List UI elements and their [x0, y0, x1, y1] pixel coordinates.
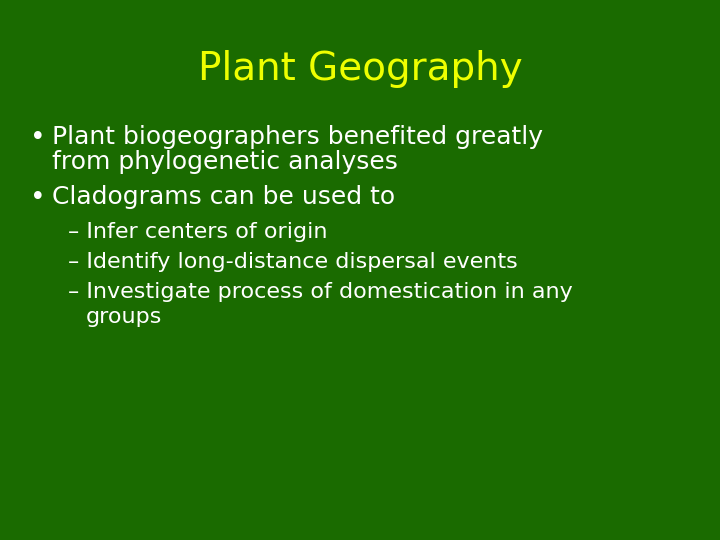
Text: from phylogenetic analyses: from phylogenetic analyses: [52, 150, 398, 174]
Text: Plant Geography: Plant Geography: [198, 50, 522, 88]
Text: groups: groups: [86, 307, 163, 327]
Text: – Investigate process of domestication in any: – Investigate process of domestication i…: [68, 282, 572, 302]
Text: •: •: [30, 125, 45, 151]
Text: Cladograms can be used to: Cladograms can be used to: [52, 185, 395, 209]
Text: – Infer centers of origin: – Infer centers of origin: [68, 222, 328, 242]
Text: Plant biogeographers benefited greatly: Plant biogeographers benefited greatly: [52, 125, 543, 149]
Text: •: •: [30, 185, 45, 211]
Text: – Identify long-distance dispersal events: – Identify long-distance dispersal event…: [68, 252, 518, 272]
